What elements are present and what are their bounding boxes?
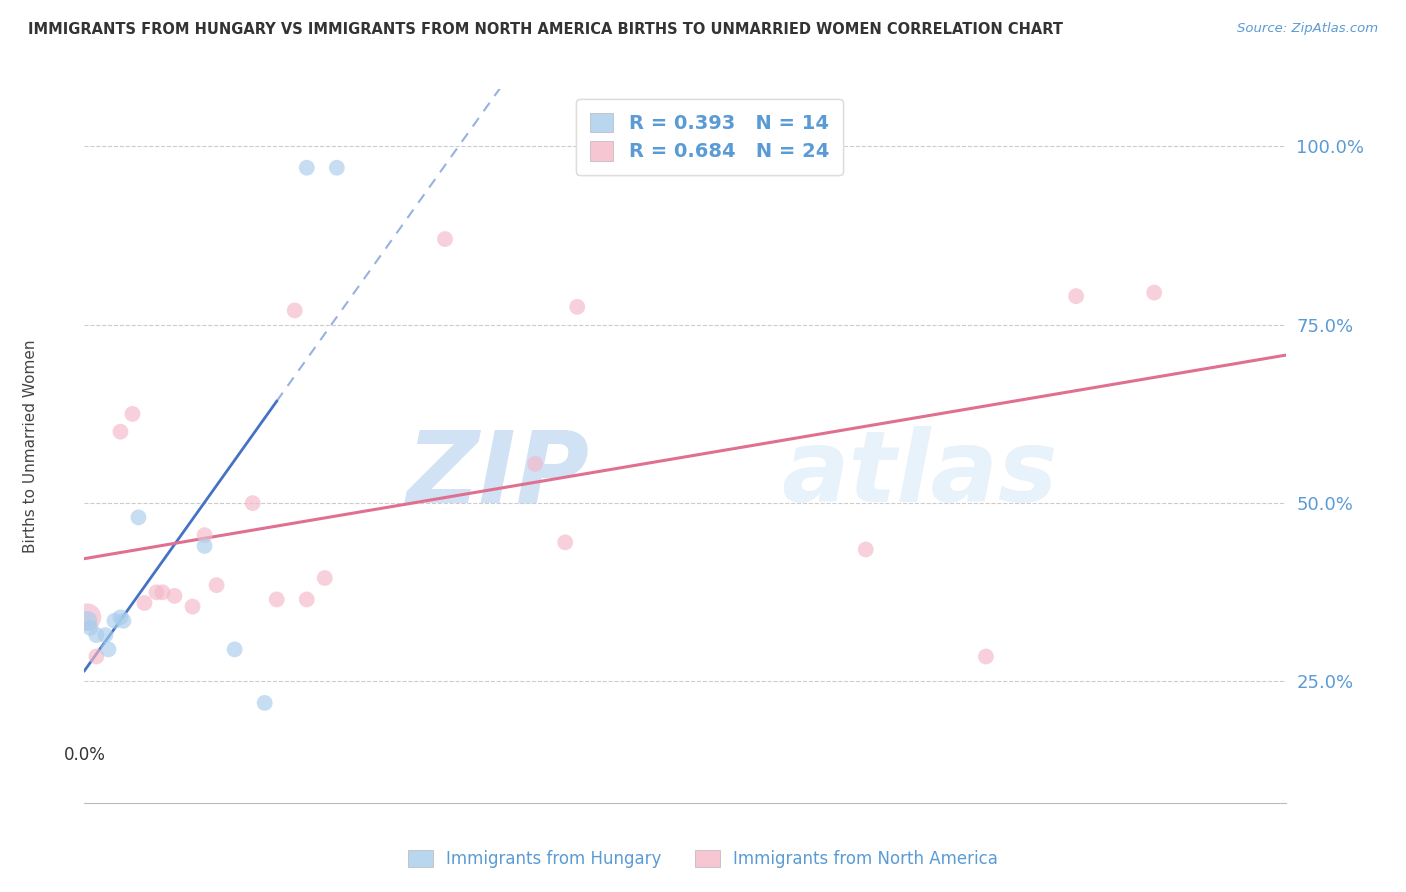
Point (1064, 289, 1087, 303)
Point (524, 457, 547, 471)
Point (110, 610, 132, 624)
Point (974, 649, 997, 664)
Point (79, 621, 101, 635)
Point (112, 614, 135, 628)
Point (103, 614, 125, 628)
Point (295, 161, 318, 175)
Point (97, 642, 120, 657)
Point (76, 614, 98, 628)
Point (134, 596, 156, 610)
Text: Births to Unmarried Women: Births to Unmarried Women (22, 339, 38, 553)
Text: Source: ZipAtlas.com: Source: ZipAtlas.com (1237, 22, 1378, 36)
Legend: R = 0.393   N = 14, R = 0.684   N = 24: R = 0.393 N = 14, R = 0.684 N = 24 (576, 99, 842, 175)
Point (181, 599, 204, 614)
Point (1143, 285, 1166, 300)
Point (194, 539, 217, 553)
Point (127, 510, 149, 524)
Point (152, 585, 174, 599)
Legend: Immigrants from Hungary, Immigrants from North America: Immigrants from Hungary, Immigrants from… (401, 843, 1005, 875)
Point (224, 642, 246, 657)
Point (855, 542, 877, 557)
Point (86, 649, 108, 664)
Point (295, 592, 318, 607)
Text: atlas: atlas (782, 426, 1059, 523)
Point (110, 425, 132, 439)
Point (266, 592, 288, 607)
Point (326, 161, 349, 175)
Point (163, 589, 186, 603)
Point (76, 610, 98, 624)
Point (94, 628, 117, 642)
Point (121, 407, 143, 421)
Point (284, 303, 307, 318)
Point (242, 496, 264, 510)
Text: IMMIGRANTS FROM HUNGARY VS IMMIGRANTS FROM NORTH AMERICA BIRTHS TO UNMARRIED WOM: IMMIGRANTS FROM HUNGARY VS IMMIGRANTS FR… (28, 22, 1063, 37)
Point (145, 585, 167, 599)
Point (567, 300, 589, 314)
Point (205, 578, 228, 592)
Text: ZIP: ZIP (406, 426, 589, 523)
Point (554, 535, 576, 549)
Point (86, 628, 108, 642)
Point (194, 528, 217, 542)
Text: 0.0%: 0.0% (63, 746, 105, 764)
Point (434, 232, 457, 246)
Point (253, 696, 276, 710)
Point (314, 571, 336, 585)
